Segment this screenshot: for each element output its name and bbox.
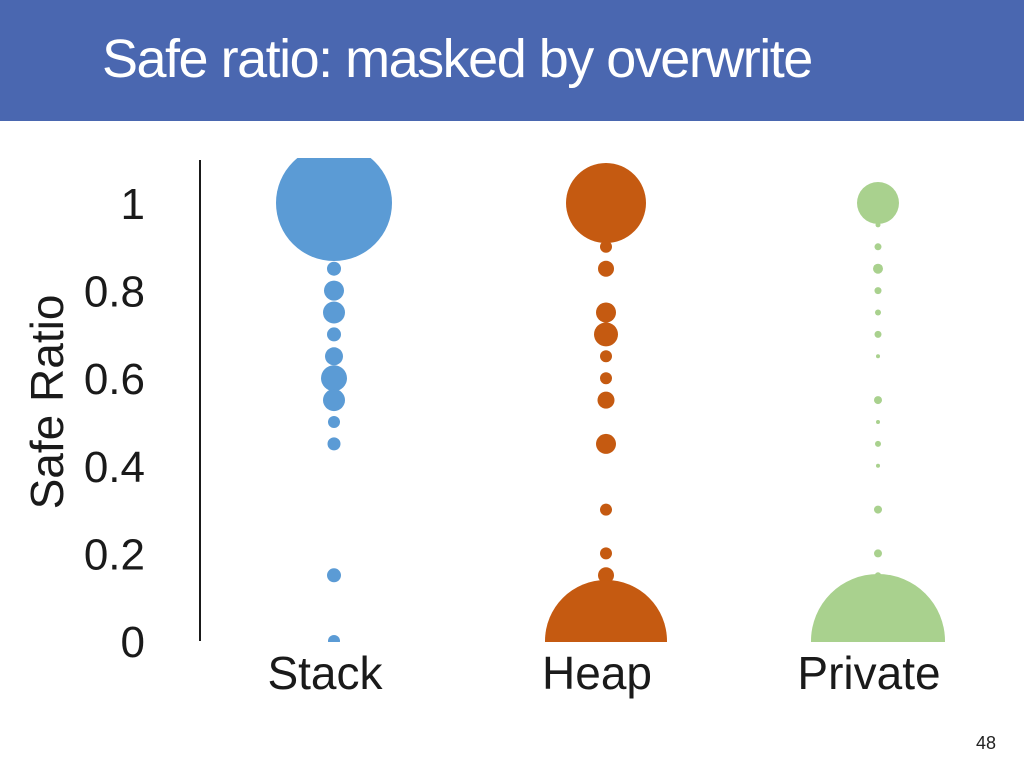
category-label: Private [797,647,940,699]
data-point [876,463,880,468]
data-point [874,505,882,514]
data-point [321,365,347,392]
data-point [875,309,881,316]
y-tick-label: 1 [121,180,145,229]
series-private [811,182,945,642]
slide-title: Safe ratio: masked by overwrite [102,29,813,89]
data-point [596,302,616,323]
series-stack [276,158,392,642]
data-point [327,327,341,342]
data-point [875,222,881,228]
data-point [545,580,667,642]
data-point [876,354,880,359]
data-point [600,372,612,385]
data-point [875,440,881,447]
data-point [874,287,882,295]
title-bar: Safe ratio: masked by overwrite [0,0,1024,121]
data-points [276,158,945,642]
data-point [600,547,612,560]
data-point [874,549,882,558]
data-point [597,391,615,409]
series-heap [545,163,667,642]
y-axis-title: Safe Ratio [21,295,73,510]
data-point [327,261,341,276]
data-point [598,260,614,277]
data-point [596,433,616,454]
data-point [594,322,618,347]
page-number: 48 [975,733,996,753]
data-point [327,568,341,583]
data-point [874,243,882,251]
category-label: Stack [267,647,383,699]
data-point [324,280,344,301]
category-labels: Stack Heap Private [267,647,940,699]
data-point [598,567,614,584]
data-point [328,635,340,642]
y-tick-label: 0.8 [84,268,145,317]
data-point [876,420,880,424]
y-tick-label: 0.4 [84,443,145,492]
data-point [873,263,883,274]
data-point [874,396,882,405]
data-point [811,574,945,642]
data-point [328,416,340,428]
data-point [276,158,392,261]
data-point [600,240,612,253]
data-point [600,350,612,363]
y-tick-label: 0.2 [84,530,145,579]
data-point [874,330,882,338]
data-point [857,182,899,224]
y-tick-labels: 0 0.2 0.4 0.6 0.8 1 [84,180,145,667]
data-point [323,389,345,412]
y-tick-label: 0.6 [84,355,145,404]
data-point [327,437,341,451]
data-point [566,163,646,243]
data-point [600,503,612,516]
data-point [323,301,345,324]
y-tick-label: 0 [121,618,145,667]
category-label: Heap [542,647,652,699]
data-point [325,347,343,366]
